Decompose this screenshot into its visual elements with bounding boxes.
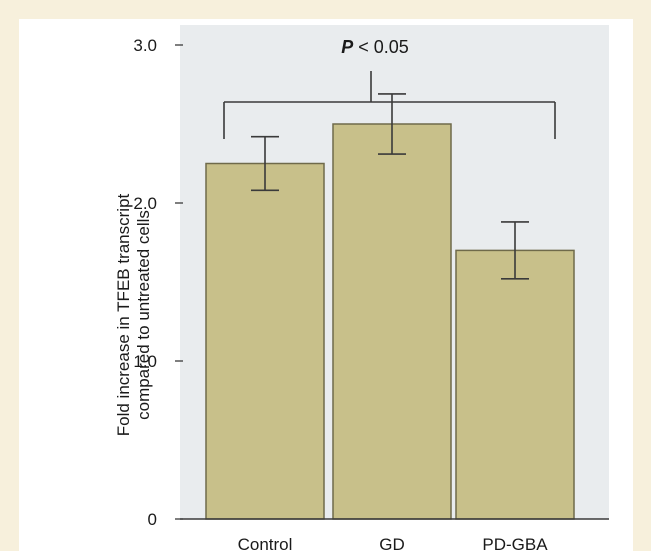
x-tick-label: PD-GBA [482, 535, 548, 551]
y-tick-label: 2.0 [133, 194, 157, 213]
y-tick-label: 0 [148, 510, 157, 529]
bar [205, 162, 325, 520]
y-tick-label: 3.0 [133, 36, 157, 55]
bar-chart: 0 1.0 2.0 3.0 Control GD PD-GBA Fold increase… [114, 25, 609, 551]
bar [332, 123, 452, 520]
figure-panel: 0 1.0 2.0 3.0 Control GD PD-GBA Fold increase… [19, 19, 633, 551]
y-axis-label-line-1: Fold increase in TFEB transcript [114, 193, 133, 436]
p-threshold: < 0.05 [353, 37, 409, 57]
p-value-annotation: P < 0.05 [341, 37, 409, 57]
y-axis-label-line-2: compared to untreated cells [134, 210, 153, 420]
x-tick-label: GD [379, 535, 405, 551]
p-symbol: P [341, 37, 354, 57]
bar [455, 249, 575, 520]
y-tick-label: 1.0 [133, 352, 157, 371]
x-tick-label: Control [238, 535, 293, 551]
